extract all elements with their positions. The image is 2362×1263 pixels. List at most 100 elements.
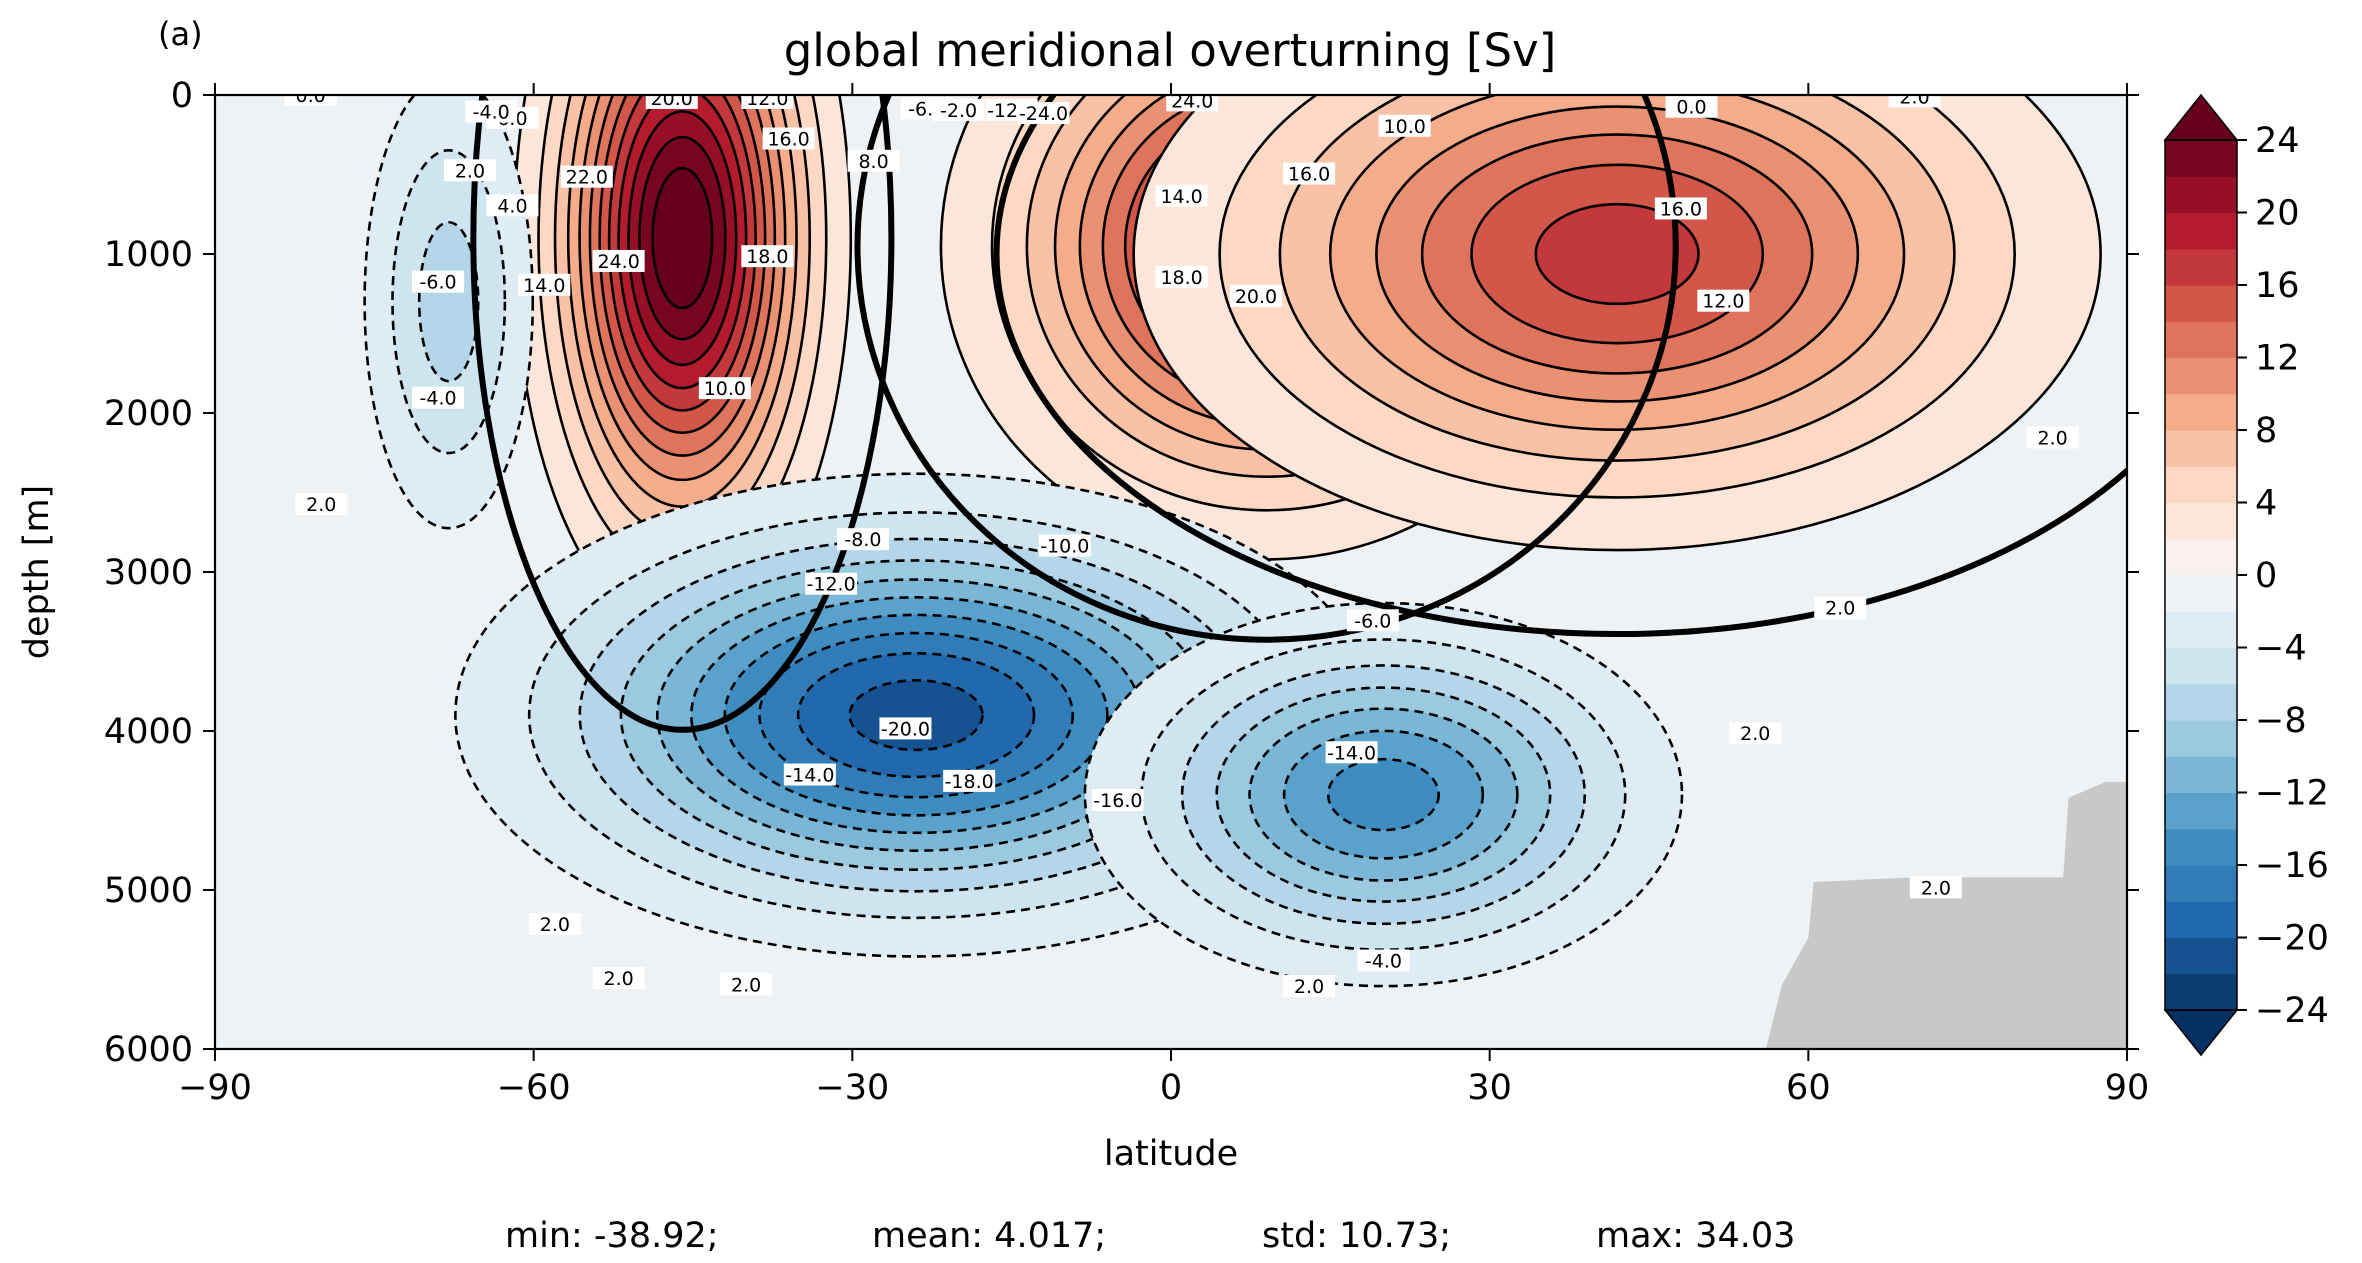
x-tick-label: −60 — [497, 1068, 571, 1108]
contour-label: 16.0 — [1283, 162, 1336, 186]
colorbar-segment — [2165, 393, 2237, 431]
contour-label: -10.0 — [1038, 534, 1091, 558]
contour-label-bg — [1283, 974, 1336, 997]
colorbar-segment — [2165, 321, 2237, 359]
contour-label: 2.0 — [1729, 722, 1782, 745]
contour-label-text: 24.0 — [597, 251, 639, 273]
colorbar-segment — [2165, 248, 2237, 286]
colorbar-tick-label: −4 — [2255, 629, 2307, 669]
contour-label-text: 2.0 — [1899, 86, 1929, 108]
contour-label-bg — [560, 165, 613, 188]
contour-label: 14.0 — [1155, 184, 1208, 208]
colorbar-segment — [2165, 683, 2237, 721]
contour-label: 2.0 — [720, 973, 773, 996]
y-tick-label: 1000 — [104, 235, 193, 275]
contour-label-text: 2.0 — [1740, 723, 1770, 745]
contour-label-bg — [1166, 95, 1219, 112]
colorbar-segment — [2165, 430, 2237, 467]
contour-label: 8.0 — [847, 149, 900, 173]
colorbar-tick-label: 4 — [2255, 484, 2277, 524]
contour-label-bg — [592, 249, 645, 272]
contour-label-text: 12.0 — [1702, 291, 1744, 313]
contour-label: -4.0 — [412, 386, 465, 410]
contour-label: 20.0 — [1229, 284, 1282, 308]
contour-label: -20.0 — [879, 717, 932, 740]
zero-contour — [470, 95, 895, 733]
colorbar-tick-label: −8 — [2255, 701, 2307, 741]
contour-label: -8.0 — [836, 528, 889, 551]
contour-label: -14.0 — [783, 763, 836, 787]
contour-label-bg — [879, 717, 932, 740]
contour-label: 2.0 — [1888, 86, 1941, 108]
contour-label-bg — [443, 159, 496, 182]
contour-label-bg — [1038, 534, 1091, 557]
colorbar-tick-label: −24 — [2255, 991, 2329, 1031]
colorbar-tick-label: 0 — [2255, 556, 2277, 596]
contour-label-bg — [741, 245, 794, 268]
contour-label: 18.0 — [741, 245, 794, 268]
y-tick-label: 3000 — [104, 553, 193, 593]
contour-label-bg — [720, 973, 773, 996]
contour-label: 4.0 — [486, 194, 539, 217]
colorbar-segment — [2165, 792, 2237, 830]
contour-label-text: 8.0 — [858, 151, 888, 173]
contour-level — [651, 166, 714, 310]
colorbar-segment — [2165, 720, 2237, 757]
contour-label-bg — [284, 95, 337, 106]
contour-label-bg — [783, 763, 836, 786]
contour-label-text: -4.0 — [1365, 951, 1402, 973]
x-axis: −90 −60 −30 0 30 60 90 — [178, 83, 2149, 1108]
colorbar-segment — [2165, 466, 2237, 504]
chart-title: global meridional overturning [Sv] — [784, 24, 1557, 77]
contour-label-bg — [943, 769, 996, 792]
contour-label-text: -8.0 — [844, 529, 881, 551]
contour-label: 10.0 — [1378, 114, 1431, 138]
contour-label-bg — [295, 493, 348, 516]
contour-label-text: 14.0 — [1160, 186, 1202, 208]
contour-label-text: 16.0 — [1660, 198, 1702, 220]
stats-line: min: -38.92; mean: 4.017; std: 10.73; ma… — [505, 1216, 1795, 1256]
contour-label-text: 0.0 — [1676, 97, 1706, 119]
contour-label-bg — [1017, 102, 1070, 125]
y-axis-label: depth [m] — [17, 485, 57, 659]
contour-label: -6.0 — [1346, 609, 1399, 632]
colorbar-segment — [2165, 357, 2237, 395]
x-tick-label: 90 — [2105, 1068, 2150, 1108]
contour-label-bg — [1229, 284, 1282, 307]
colorbar-tick-label: 12 — [2255, 339, 2300, 379]
contour-label-text: -4.0 — [473, 101, 510, 123]
antarctic-negative-cell — [363, 95, 535, 530]
north-atlantic-cell — [1132, 95, 2102, 552]
x-tick-label: 30 — [1467, 1068, 1512, 1108]
contour-label: 22.0 — [560, 165, 613, 189]
contour-label: 2.0 — [1909, 876, 1962, 899]
contour-label: 0.0 — [284, 85, 337, 107]
contour-label-text: 20.0 — [1235, 286, 1277, 308]
contour-label-bg — [1888, 95, 1941, 108]
colorbar-segment — [2165, 647, 2237, 685]
contour-label: 14.0 — [518, 273, 571, 297]
contour-label-text: 0.0 — [295, 85, 325, 107]
colorbar-segment — [2165, 828, 2237, 866]
y-tick-label: 0 — [171, 76, 193, 116]
colorbar-extend-max — [2163, 93, 2239, 141]
y-tick-label: 6000 — [104, 1030, 193, 1070]
contour-label-bg — [698, 377, 751, 400]
contour-label-text: 2.0 — [306, 494, 336, 516]
contour-label-text: -14.0 — [1327, 742, 1376, 764]
contour-label: -24.0 — [1017, 102, 1070, 125]
contour-label-bg — [1155, 265, 1208, 288]
contour-label: 20.0 — [645, 95, 698, 110]
zero-contour — [993, 95, 2127, 637]
contour-label-bg — [1697, 289, 1750, 312]
y-axis: 0 1000 2000 3000 4000 5000 6000 — [104, 76, 2139, 1070]
contour-level — [417, 220, 480, 383]
contour-label: -4.0 — [1357, 949, 1410, 973]
contour-label-bg — [1814, 596, 1867, 619]
contour-label: 12.0 — [1697, 289, 1750, 313]
contour-label: 10.0 — [698, 377, 751, 400]
contour-label: -12.0 — [805, 572, 858, 596]
contour-label-bg — [847, 149, 900, 172]
contour-level — [1326, 757, 1440, 832]
